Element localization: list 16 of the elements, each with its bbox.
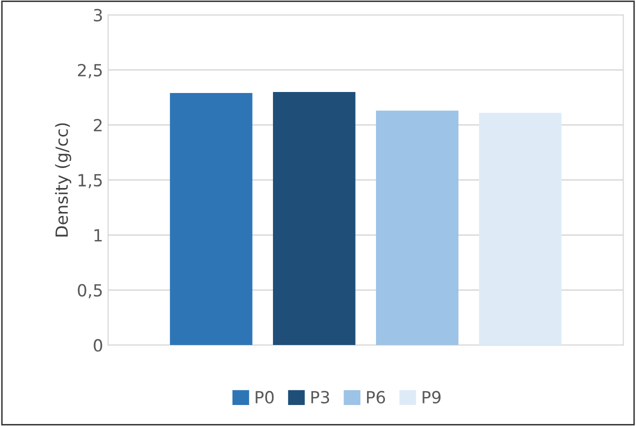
- legend-label: P0: [256, 390, 274, 404]
- y-axis-title: Density (g/cc): [55, 123, 72, 236]
- legend-label: P9: [422, 390, 441, 404]
- y-tick-label: 1,5: [78, 174, 102, 188]
- bar: [479, 112, 562, 346]
- legend-label: P6: [367, 390, 386, 404]
- bar: [376, 110, 458, 346]
- y-tick-label: 1: [94, 229, 102, 242]
- y-tick-label: 0: [94, 339, 102, 352]
- y-tick-label: 3: [94, 8, 102, 22]
- bar: [170, 93, 252, 346]
- bar: [272, 92, 356, 346]
- y-tick-label: 2,5: [78, 64, 102, 78]
- y-tick-label: 0,5: [78, 284, 102, 298]
- y-tick-label: 2: [94, 118, 102, 132]
- legend-label: P3: [311, 390, 330, 404]
